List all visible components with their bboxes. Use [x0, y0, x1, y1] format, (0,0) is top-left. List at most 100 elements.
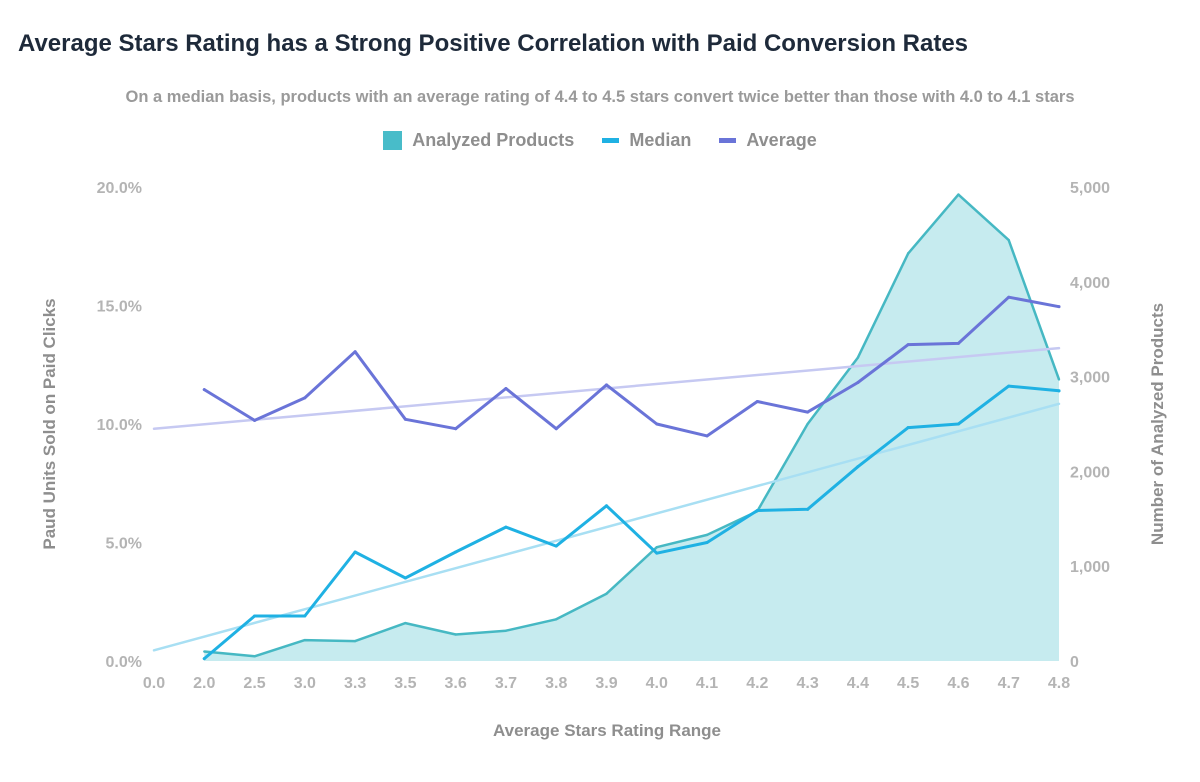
legend: Analyzed Products Median Average — [0, 130, 1200, 151]
chart-title: Average Stars Rating has a Strong Positi… — [18, 30, 969, 57]
x-tick-label: 2.0 — [193, 675, 215, 692]
average-point-4-5 — [906, 343, 910, 347]
analyzed-products-point-3-7 — [504, 629, 508, 632]
median-point-2-0 — [202, 657, 206, 661]
legend-swatch-average — [719, 138, 737, 143]
median-point-4-7 — [1007, 384, 1011, 388]
x-tick-label: 3.3 — [344, 675, 366, 692]
y-right-tick-label: 4,000 — [1070, 275, 1110, 292]
x-tick-label: 2.5 — [243, 675, 265, 692]
x-tick-label: 4.0 — [646, 675, 668, 692]
analyzed-products-point-4-3 — [806, 422, 809, 426]
analyzed-products-point-3-5 — [404, 621, 407, 625]
median-point-4-2 — [755, 509, 759, 513]
average-point-2-5 — [253, 418, 257, 422]
x-axis-title: Average Stars Rating Range — [493, 721, 721, 740]
median-point-3-8 — [554, 544, 558, 548]
analyzed-products-point-3-6 — [454, 633, 457, 636]
analyzed-products-point-4-5 — [906, 252, 910, 255]
analyzed-products-point-3-8 — [555, 618, 558, 621]
y-axis-title-left: Paud Units Sold on Paid Clicks — [40, 298, 59, 549]
median-point-3-6 — [454, 550, 458, 554]
legend-item-median[interactable]: Median — [602, 130, 691, 151]
median-point-4-1 — [705, 541, 709, 544]
x-tick-label: 4.5 — [897, 675, 919, 692]
y-left-tick-label: 15.0% — [97, 299, 142, 316]
chart-subtitle: On a median basis, products with an aver… — [125, 88, 1075, 106]
legend-label-median: Median — [629, 130, 692, 150]
y-left-tick-label: 20.0% — [97, 180, 142, 197]
x-tick-label: 4.2 — [746, 675, 768, 692]
average-point-4-2 — [755, 399, 759, 403]
y-right-tick-label: 1,000 — [1070, 559, 1110, 576]
average-trend-line — [152, 346, 1061, 430]
median-point-3-9 — [605, 504, 608, 508]
average-point-3-3 — [353, 350, 357, 354]
x-tick-label: 4.8 — [1048, 675, 1070, 692]
tick-label-group: 0.0 2.0 2.5 3.0 3.3 3.5 3.6 3.7 3.8 3.9 4.0 4.1 4.2 4… — [97, 180, 1111, 692]
analyzed-products-point-3-0 — [303, 638, 307, 642]
x-tick-label: 4.4 — [847, 675, 869, 692]
analyzed-products-point-2-5 — [253, 655, 256, 658]
legend-item-average[interactable]: Average — [719, 130, 817, 151]
y-right-tick-label: 2,000 — [1070, 464, 1110, 481]
median-point-2-5 — [253, 614, 257, 618]
average-point-4-8 — [1057, 305, 1061, 309]
analyzed-products-point-4-4 — [856, 356, 860, 359]
analyzed-products-point-3-9 — [605, 592, 608, 595]
y-left-tick-label: 0.0% — [106, 654, 142, 671]
x-tick-label: 3.5 — [394, 675, 416, 692]
legend-swatch-median — [602, 138, 620, 143]
analyzed-products-point-3-3 — [353, 639, 357, 643]
median-trend-line — [152, 402, 1061, 652]
average-point-3-5 — [403, 417, 407, 421]
x-tick-label: 4.6 — [947, 675, 969, 692]
y-left-tick-label: 5.0% — [106, 536, 142, 553]
median-line — [202, 384, 1061, 661]
legend-item-analyzed-products[interactable]: Analyzed Products — [383, 130, 574, 151]
analyzed-products-area-group — [203, 193, 1061, 661]
y-left-tick-label: 10.0% — [97, 417, 142, 434]
average-point-4-3 — [806, 410, 810, 414]
analyzed-products-point-4-6 — [957, 193, 960, 196]
x-tick-label: 3.7 — [495, 675, 517, 692]
y-right-tick-label: 5,000 — [1070, 180, 1110, 197]
x-tick-label: 3.8 — [545, 675, 567, 692]
median-point-3-3 — [353, 550, 357, 554]
x-tick-label: 3.6 — [445, 675, 467, 692]
average-point-4-1 — [705, 434, 709, 438]
analyzed-products-area-fill — [204, 194, 1059, 661]
legend-label-analyzed-products: Analyzed Products — [412, 130, 575, 150]
median-point-4-8 — [1057, 389, 1061, 393]
y-right-tick-label: 0 — [1070, 654, 1079, 671]
average-point-3-7 — [504, 386, 508, 390]
median-point-4-3 — [806, 507, 810, 511]
analyzed-products-point-4-1 — [705, 533, 709, 537]
series-line-group — [202, 295, 1061, 661]
analyzed-products-point-4-8 — [1057, 378, 1061, 381]
x-tick-label: 4.3 — [796, 675, 818, 692]
average-point-2-0 — [202, 388, 206, 392]
legend-label-average: Average — [746, 130, 817, 150]
average-point-4-4 — [856, 381, 860, 385]
average-point-4-0 — [655, 422, 659, 426]
median-point-3-7 — [504, 525, 508, 529]
median-point-4-6 — [956, 422, 960, 426]
trendline-group — [152, 346, 1061, 652]
legend-swatch-analyzed-products — [383, 131, 403, 150]
median-point-3-5 — [403, 576, 407, 580]
median-point-4-0 — [655, 551, 659, 555]
x-tick-label: 3.0 — [294, 675, 316, 692]
average-point-4-6 — [956, 341, 960, 345]
y-right-tick-label: 3,000 — [1070, 370, 1110, 387]
average-point-4-7 — [1007, 295, 1011, 299]
average-point-3-9 — [605, 383, 608, 387]
median-point-4-4 — [856, 465, 860, 469]
average-point-3-8 — [554, 427, 558, 431]
x-tick-label: 0.0 — [143, 675, 165, 692]
x-tick-label: 4.7 — [998, 675, 1020, 692]
y-axis-title-right: Number of Analyzed Products — [1148, 303, 1167, 545]
median-point-4-5 — [906, 426, 910, 430]
x-tick-label: 3.9 — [595, 675, 617, 692]
